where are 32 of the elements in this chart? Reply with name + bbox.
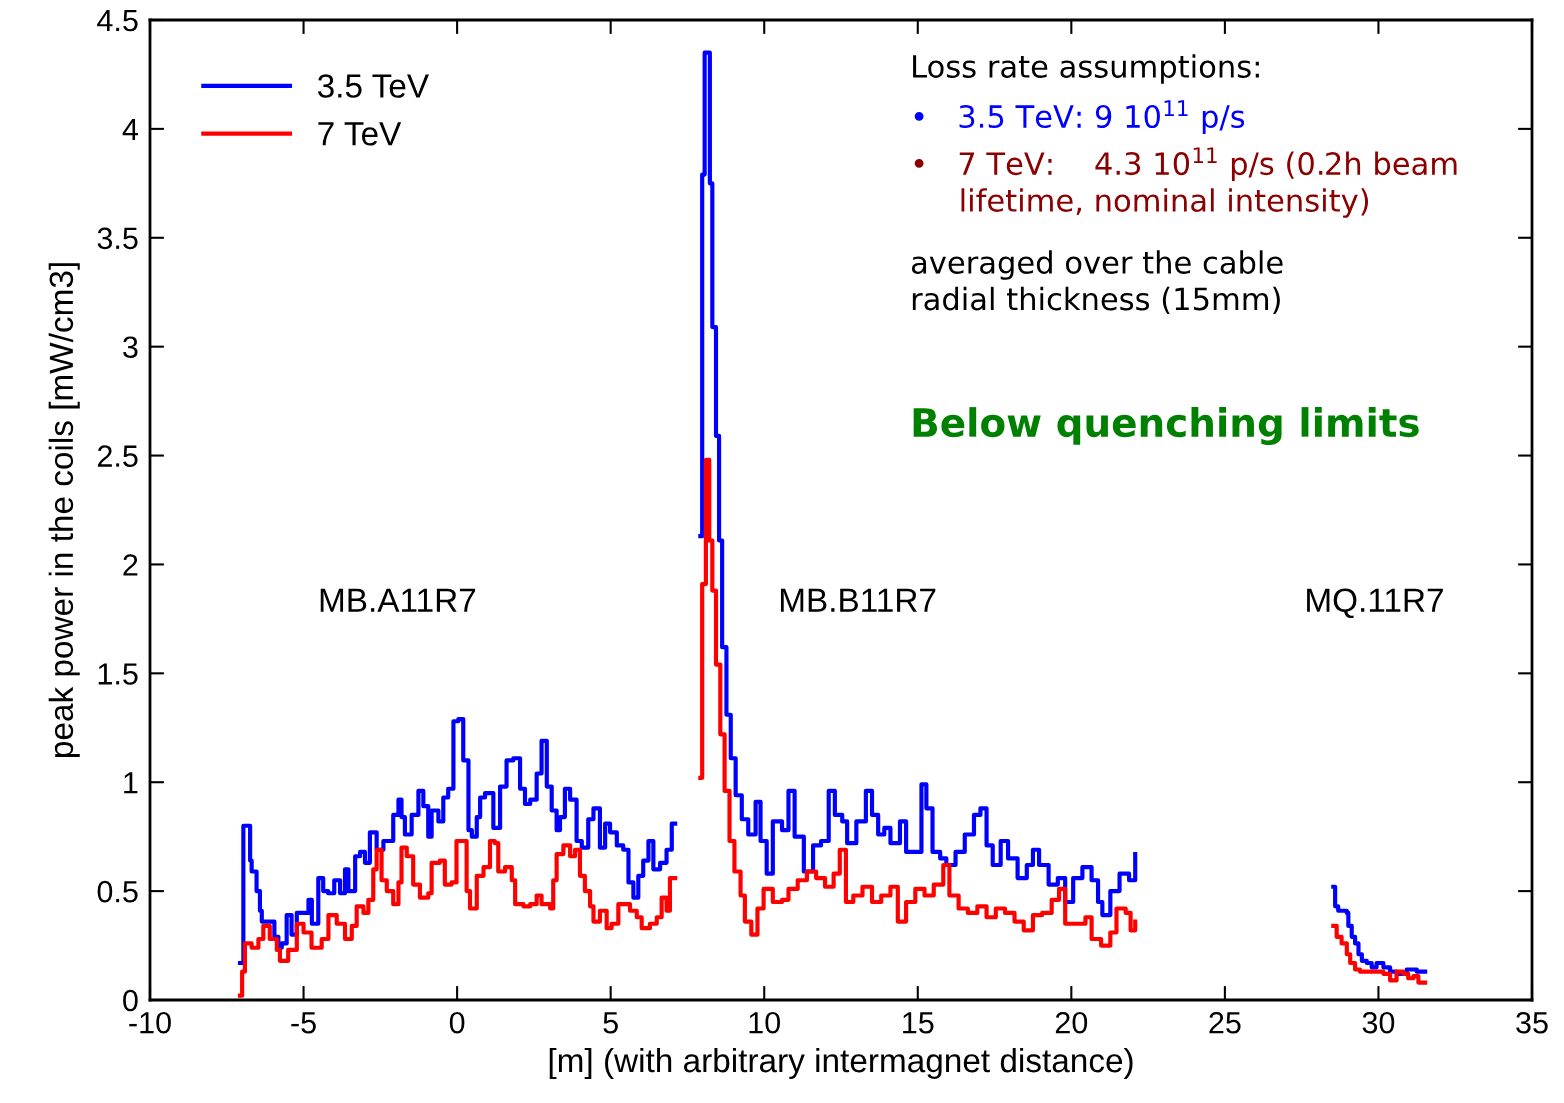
annotation: • 7 TeV: 4.3 10$^{11}$ p/s (0.2h beam lifetime, nominal intensity) [914,147,1457,218]
x-tick-label: 0 [449,1011,465,1034]
x-tick-label: 35 [1516,1011,1548,1034]
x-tick-label: 25 [1209,1011,1241,1034]
annotation: MQ.11R7 [1307,588,1443,619]
y-axis-title: peak power in the coils [mW/cm3] [48,263,80,757]
annotation: MB.A11R7 [320,588,476,612]
annotation: Below quenching limits [913,407,1419,446]
y-tick-label: 1.5 [98,663,138,685]
y-tick-label: 1 [124,772,138,794]
annotation: • 3.5 TeV: 9 10$^{11}$ p/s [914,100,1245,135]
x-tick-label: 5 [603,1012,618,1034]
x-tick-label: 20 [1055,1011,1088,1034]
annotation: Loss rate assumptions: [913,54,1259,84]
y-tick-label: 4.5 [97,10,138,32]
y-tick-label: 2.5 [97,445,138,467]
y-tick-label: 4 [122,118,138,140]
x-tick-label: -5 [291,1012,316,1034]
x-tick-label: -10 [129,1011,171,1034]
x-tick-label: 15 [903,1012,934,1034]
y-tick-label: 2 [123,554,138,576]
y-tick-label: 3.5 [97,227,138,250]
y-tick-label: 0 [123,989,138,1012]
legend-label: 3.5 TeV [317,74,429,98]
y-tick-label: 3 [123,336,138,359]
x-tick-label: 30 [1362,1011,1395,1034]
annotation: MB.B11R7 [780,588,936,612]
y-tick-label: 0.5 [97,880,138,903]
x-tick-label: 10 [749,1011,781,1034]
x-axis-title: [m] (with arbitrary intermagnet distance) [549,1047,1133,1079]
annotation: averaged over the cable radial thickness (15mm) [911,250,1283,315]
legend-label: 7 TeV [318,122,402,146]
